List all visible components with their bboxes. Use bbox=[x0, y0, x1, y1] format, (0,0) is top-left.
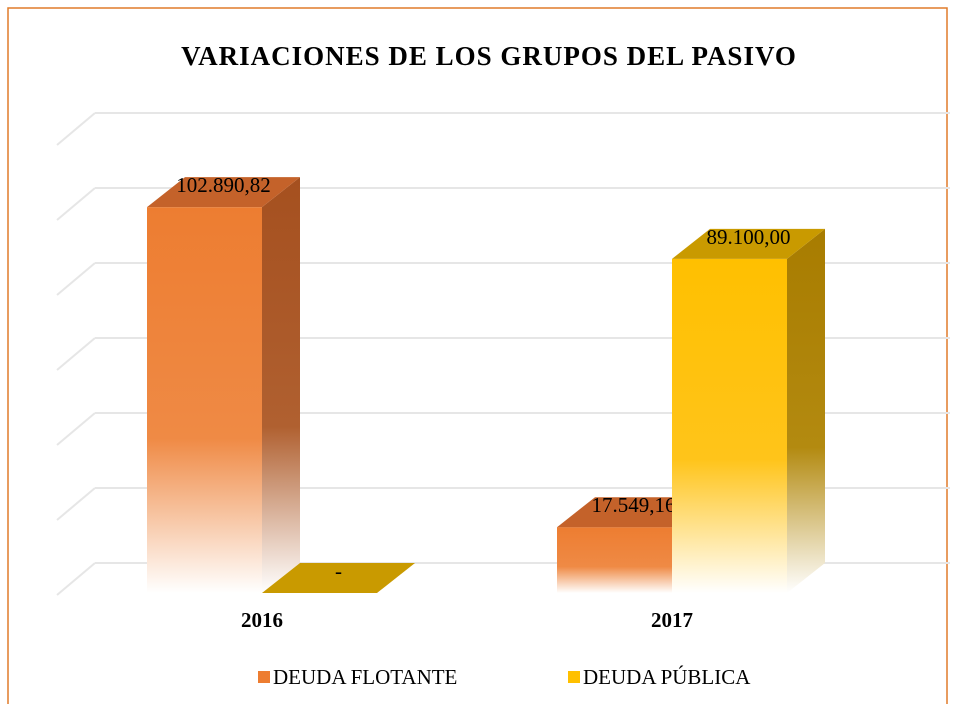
bar-top bbox=[557, 497, 710, 528]
chart-title: VARIACIONES DE LOS GRUPOS DEL PASIVO bbox=[181, 41, 797, 71]
grid-line-side bbox=[56, 412, 96, 446]
grid-line-side bbox=[56, 187, 96, 221]
bar bbox=[147, 177, 300, 593]
grid-line-side bbox=[56, 562, 96, 596]
x-tick-label: 2016 bbox=[241, 608, 283, 632]
bar-side bbox=[262, 177, 300, 593]
bar-top bbox=[262, 563, 415, 593]
bar-front bbox=[672, 258, 787, 593]
legend-label: DEUDA PÚBLICA bbox=[583, 665, 751, 689]
data-label: 17.549,16 bbox=[592, 493, 676, 517]
bar-front bbox=[147, 207, 262, 593]
bar bbox=[262, 563, 415, 593]
data-label: 102.890,82 bbox=[176, 173, 271, 197]
data-label: 89.100,00 bbox=[707, 225, 791, 249]
data-label: - bbox=[335, 559, 342, 583]
legend-label: DEUDA FLOTANTE bbox=[273, 665, 457, 689]
grid-line-side bbox=[56, 262, 96, 296]
bar bbox=[672, 228, 825, 593]
grid-line-side bbox=[56, 337, 96, 371]
grid-line-side bbox=[56, 487, 96, 521]
legend-swatch bbox=[258, 671, 270, 683]
legend-swatch bbox=[568, 671, 580, 683]
bar-top bbox=[672, 228, 825, 259]
bar-top bbox=[147, 177, 300, 208]
grid-line-side bbox=[56, 112, 96, 146]
grid-line bbox=[56, 112, 950, 146]
bar-side bbox=[787, 228, 825, 593]
x-tick-label: 2017 bbox=[651, 608, 693, 632]
bar-front bbox=[557, 527, 672, 593]
